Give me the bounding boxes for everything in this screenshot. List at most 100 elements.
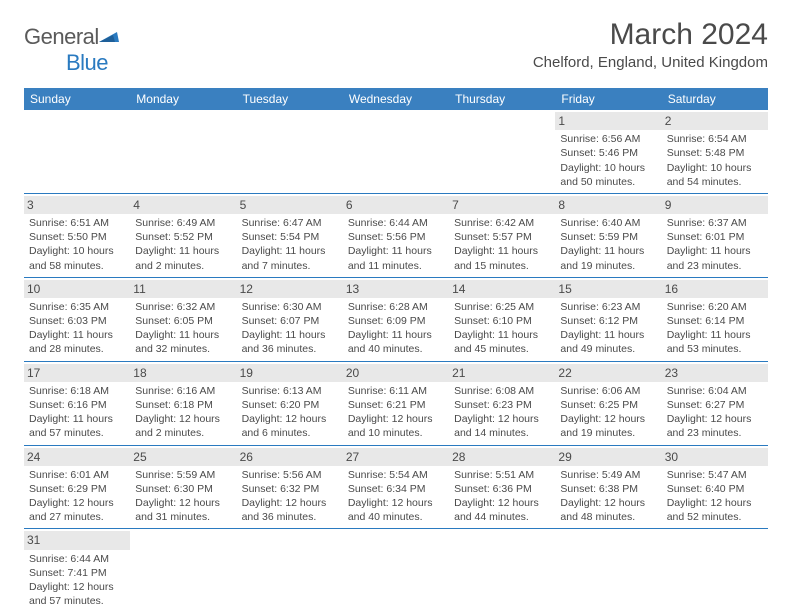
sunset-line: Sunset: 6:16 PM (29, 398, 125, 412)
calendar-day-cell: 18Sunrise: 6:16 AMSunset: 6:18 PMDayligh… (130, 361, 236, 445)
sunset-line: Sunset: 6:25 PM (560, 398, 656, 412)
day-content: Sunrise: 6:13 AMSunset: 6:20 PMDaylight:… (241, 384, 339, 441)
sunset-line: Sunset: 6:34 PM (348, 482, 444, 496)
day-number: 29 (555, 448, 661, 466)
calendar-day-cell: 11 Sunrise: 6:32 AMSunset: 6:05 PMDayligh… (130, 277, 236, 361)
sunrise-line: Sunrise: 6:20 AM (667, 300, 763, 314)
calendar-day-cell: 2Sunrise: 6:54 AMSunset: 5:48 PMDaylight… (662, 110, 768, 193)
day-content: Sunrise: 6:54 AMSunset: 5:48 PMDaylight:… (666, 132, 764, 189)
calendar-day-cell: 15Sunrise: 6:23 AMSunset: 6:12 PMDayligh… (555, 277, 661, 361)
daylight-line: Daylight: 12 hours and 14 minutes. (454, 412, 550, 440)
calendar-day-cell: 29Sunrise: 5:49 AMSunset: 6:38 PMDayligh… (555, 445, 661, 529)
calendar-day-cell (555, 529, 661, 612)
sunrise-line: Sunrise: 5:49 AM (560, 468, 656, 482)
daylight-line: Daylight: 12 hours and 31 minutes. (135, 496, 231, 524)
day-number: 27 (343, 448, 449, 466)
calendar-week-row: 17Sunrise: 6:18 AMSunset: 6:16 PMDayligh… (24, 361, 768, 445)
day-number: 21 (449, 364, 555, 382)
daylight-line: Daylight: 11 hours and 19 minutes. (560, 244, 656, 272)
sunrise-line: Sunrise: 5:47 AM (667, 468, 763, 482)
day-content: Sunrise: 6:11 AMSunset: 6:21 PMDaylight:… (347, 384, 445, 441)
day-content: Sunrise: 5:56 AMSunset: 6:32 PMDaylight:… (241, 468, 339, 525)
sunrise-line: Sunrise: 6:25 AM (454, 300, 550, 314)
daylight-line: Daylight: 11 hours and 53 minutes. (667, 328, 763, 356)
sunset-line: Sunset: 6:03 PM (29, 314, 125, 328)
day-number: 4 (130, 196, 236, 214)
calendar-week-row: 31 Sunrise: 6:44 AMSunset: 7:41 PMDayligh… (24, 529, 768, 612)
day-number: 11 (130, 280, 236, 298)
weekday-header-row: SundayMondayTuesdayWednesdayThursdayFrid… (24, 88, 768, 110)
sunset-line: Sunset: 6:36 PM (454, 482, 550, 496)
sunset-line: Sunset: 6:09 PM (348, 314, 444, 328)
sunrise-line: Sunrise: 6:49 AM (135, 216, 231, 230)
sunrise-line: Sunrise: 5:59 AM (135, 468, 231, 482)
logo-text-general: General (24, 24, 99, 49)
daylight-line: Daylight: 11 hours and 32 minutes. (135, 328, 231, 356)
sunset-line: Sunset: 6:29 PM (29, 482, 125, 496)
daylight-line: Daylight: 12 hours and 40 minutes. (348, 496, 444, 524)
calendar-day-cell: 25Sunrise: 5:59 AMSunset: 6:30 PMDayligh… (130, 445, 236, 529)
calendar-day-cell (130, 529, 236, 612)
sunset-line: Sunset: 5:48 PM (667, 146, 763, 160)
sunrise-line: Sunrise: 6:42 AM (454, 216, 550, 230)
weekday-header: Wednesday (343, 88, 449, 110)
day-content: Sunrise: 6:16 AMSunset: 6:18 PMDaylight:… (134, 384, 232, 441)
day-content: Sunrise: 6:35 AMSunset: 6:03 PMDaylight:… (28, 300, 126, 357)
day-content: Sunrise: 6:44 AMSunset: 7:41 PMDaylight:… (28, 552, 126, 609)
day-number: 5 (237, 196, 343, 214)
daylight-line: Daylight: 11 hours and 57 minutes. (29, 412, 125, 440)
sunrise-line: Sunrise: 6:18 AM (29, 384, 125, 398)
daylight-line: Daylight: 12 hours and 23 minutes. (667, 412, 763, 440)
day-content: Sunrise: 5:54 AMSunset: 6:34 PMDaylight:… (347, 468, 445, 525)
day-number: 31 (24, 531, 130, 549)
daylight-line: Daylight: 12 hours and 52 minutes. (667, 496, 763, 524)
daylight-line: Daylight: 12 hours and 27 minutes. (29, 496, 125, 524)
calendar-table: SundayMondayTuesdayWednesdayThursdayFrid… (24, 88, 768, 612)
day-number: 30 (662, 448, 768, 466)
calendar-day-cell: 4Sunrise: 6:49 AMSunset: 5:52 PMDaylight… (130, 193, 236, 277)
calendar-day-cell: 7Sunrise: 6:42 AMSunset: 5:57 PMDaylight… (449, 193, 555, 277)
logo-text: GeneralBlue (24, 24, 121, 76)
calendar-day-cell (449, 110, 555, 193)
sunset-line: Sunset: 6:14 PM (667, 314, 763, 328)
calendar-day-cell: 26Sunrise: 5:56 AMSunset: 6:32 PMDayligh… (237, 445, 343, 529)
day-content: Sunrise: 6:18 AMSunset: 6:16 PMDaylight:… (28, 384, 126, 441)
sunrise-line: Sunrise: 6:06 AM (560, 384, 656, 398)
month-title: March 2024 (533, 18, 768, 52)
day-number: 15 (555, 280, 661, 298)
sunrise-line: Sunrise: 6:44 AM (29, 552, 125, 566)
day-number: 16 (662, 280, 768, 298)
day-number: 22 (555, 364, 661, 382)
sunset-line: Sunset: 6:21 PM (348, 398, 444, 412)
day-content: Sunrise: 6:44 AMSunset: 5:56 PMDaylight:… (347, 216, 445, 273)
calendar-day-cell (237, 110, 343, 193)
sunset-line: Sunset: 5:59 PM (560, 230, 656, 244)
sunset-line: Sunset: 6:40 PM (667, 482, 763, 496)
sunset-line: Sunset: 6:20 PM (242, 398, 338, 412)
day-number: 14 (449, 280, 555, 298)
day-content: Sunrise: 5:47 AMSunset: 6:40 PMDaylight:… (666, 468, 764, 525)
daylight-line: Daylight: 11 hours and 28 minutes. (29, 328, 125, 356)
sunrise-line: Sunrise: 6:01 AM (29, 468, 125, 482)
title-block: March 2024 Chelford, England, United Kin… (533, 18, 768, 71)
daylight-line: Daylight: 12 hours and 6 minutes. (242, 412, 338, 440)
calendar-day-cell: 30 Sunrise: 5:47 AMSunset: 6:40 PMDayligh… (662, 445, 768, 529)
sunset-line: Sunset: 6:18 PM (135, 398, 231, 412)
sunrise-line: Sunrise: 6:04 AM (667, 384, 763, 398)
calendar-day-cell (237, 529, 343, 612)
day-number: 8 (555, 196, 661, 214)
day-number: 28 (449, 448, 555, 466)
calendar-day-cell: 23Sunrise: 6:04 AMSunset: 6:27 PMDayligh… (662, 361, 768, 445)
weekday-header: Sunday (24, 88, 130, 110)
sunset-line: Sunset: 6:05 PM (135, 314, 231, 328)
day-number: 17 (24, 364, 130, 382)
day-number: 20 (343, 364, 449, 382)
day-content: Sunrise: 6:08 AMSunset: 6:23 PMDaylight:… (453, 384, 551, 441)
weekday-header: Friday (555, 88, 661, 110)
weekday-header: Saturday (662, 88, 768, 110)
sunset-line: Sunset: 6:10 PM (454, 314, 550, 328)
sunrise-line: Sunrise: 6:11 AM (348, 384, 444, 398)
logo-flag-icon (99, 24, 121, 50)
weekday-header: Thursday (449, 88, 555, 110)
day-content: Sunrise: 6:32 AMSunset: 6:05 PMDaylight:… (134, 300, 232, 357)
